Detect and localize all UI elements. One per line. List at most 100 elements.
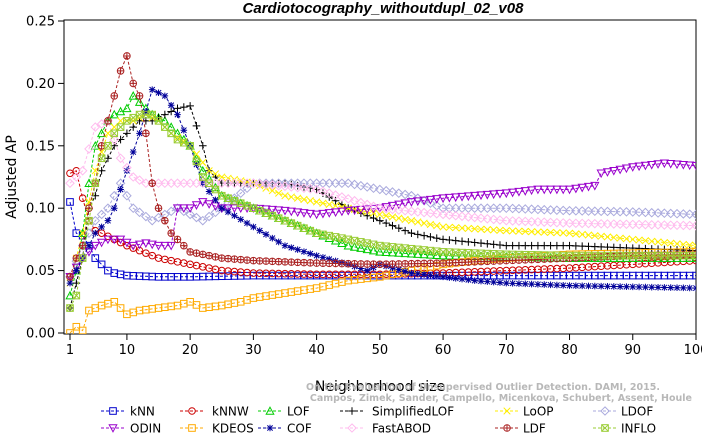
data-point [218, 204, 226, 212]
data-point [610, 283, 618, 290]
data-point [199, 158, 207, 167]
data-point [243, 256, 251, 264]
data-point [66, 329, 74, 334]
data-point [501, 215, 512, 226]
legend-item-cof: COF [258, 422, 312, 434]
axes: 1 10 20 30 40 50 60 70 80 90 100 0.00 0.05 0.10 0.15 0.… [26, 15, 702, 359]
data-point [110, 298, 119, 306]
data-point [237, 216, 245, 223]
data-point [269, 234, 276, 242]
data-point [344, 259, 353, 268]
data-point [476, 213, 486, 223]
data-point [615, 165, 625, 175]
data-point [135, 92, 144, 100]
data-point [109, 190, 120, 201]
data-point [602, 219, 613, 229]
legend-label: FastABOD [372, 422, 431, 434]
data-point [388, 213, 397, 221]
data-point [97, 148, 106, 156]
data-point [160, 241, 170, 251]
data-point [275, 238, 282, 246]
data-point [451, 193, 461, 203]
data-point [654, 284, 662, 291]
data-point [161, 216, 169, 225]
data-point [123, 167, 131, 175]
data-point [503, 279, 510, 287]
data-point [90, 241, 100, 251]
data-point [388, 260, 397, 268]
data-point [414, 270, 422, 278]
data-point [343, 206, 353, 216]
data-point [223, 178, 233, 189]
data-point [640, 161, 651, 171]
data-point [672, 220, 682, 231]
legend-item-ldf: LDF [495, 422, 546, 434]
data-point [445, 236, 454, 244]
data-point [331, 196, 340, 205]
legend-item-knnw: kNNW [180, 405, 249, 419]
data-point [319, 254, 327, 261]
data-point [185, 178, 195, 189]
data-point [577, 206, 587, 216]
data-point [356, 180, 366, 191]
data-point [654, 238, 662, 246]
data-point [666, 159, 676, 169]
data-point [116, 123, 125, 131]
data-point [684, 220, 695, 231]
data-point [471, 277, 478, 284]
data-point [640, 207, 651, 218]
data-point [349, 179, 360, 190]
legend-marker [503, 424, 511, 432]
data-point [267, 178, 278, 189]
data-point [495, 189, 505, 199]
data-point [185, 209, 195, 220]
data-point [501, 203, 512, 214]
legend-label: SimplifiedLOF [372, 405, 454, 419]
data-point [128, 203, 139, 214]
data-point [539, 204, 550, 215]
data-point [439, 248, 447, 256]
data-point [539, 217, 550, 227]
data-point [526, 204, 537, 215]
data-point [590, 181, 600, 191]
data-point [407, 217, 416, 225]
data-point [596, 206, 606, 217]
data-point [629, 283, 637, 291]
data-point [602, 168, 613, 177]
data-point [634, 162, 644, 172]
data-point [287, 193, 295, 201]
data-point [692, 241, 696, 250]
data-point [502, 256, 511, 265]
legend-label: KDEOS [212, 422, 254, 434]
data-point [603, 233, 612, 241]
data-point [509, 280, 516, 287]
data-point [439, 259, 447, 267]
data-point [553, 281, 561, 289]
data-point [546, 228, 555, 237]
data-point [103, 203, 113, 214]
data-point [96, 238, 107, 248]
data-point [363, 239, 371, 247]
data-point [311, 210, 322, 220]
data-point [445, 223, 454, 231]
data-point [299, 209, 309, 218]
data-point [299, 183, 309, 194]
data-point [85, 242, 93, 249]
data-point [382, 260, 390, 269]
data-point [679, 240, 688, 249]
legend-item-knn: kNN [101, 405, 155, 419]
data-point [293, 208, 303, 218]
data-point [483, 257, 492, 266]
data-point [496, 226, 504, 234]
data-point [596, 218, 606, 229]
data-point [477, 257, 485, 266]
data-point [128, 241, 138, 251]
data-point [104, 142, 112, 150]
data-point [642, 283, 649, 291]
data-point [659, 220, 670, 230]
data-point [488, 203, 499, 214]
data-point [571, 218, 581, 229]
data-point [134, 97, 145, 106]
data-point [597, 232, 605, 240]
data-point [583, 206, 594, 216]
